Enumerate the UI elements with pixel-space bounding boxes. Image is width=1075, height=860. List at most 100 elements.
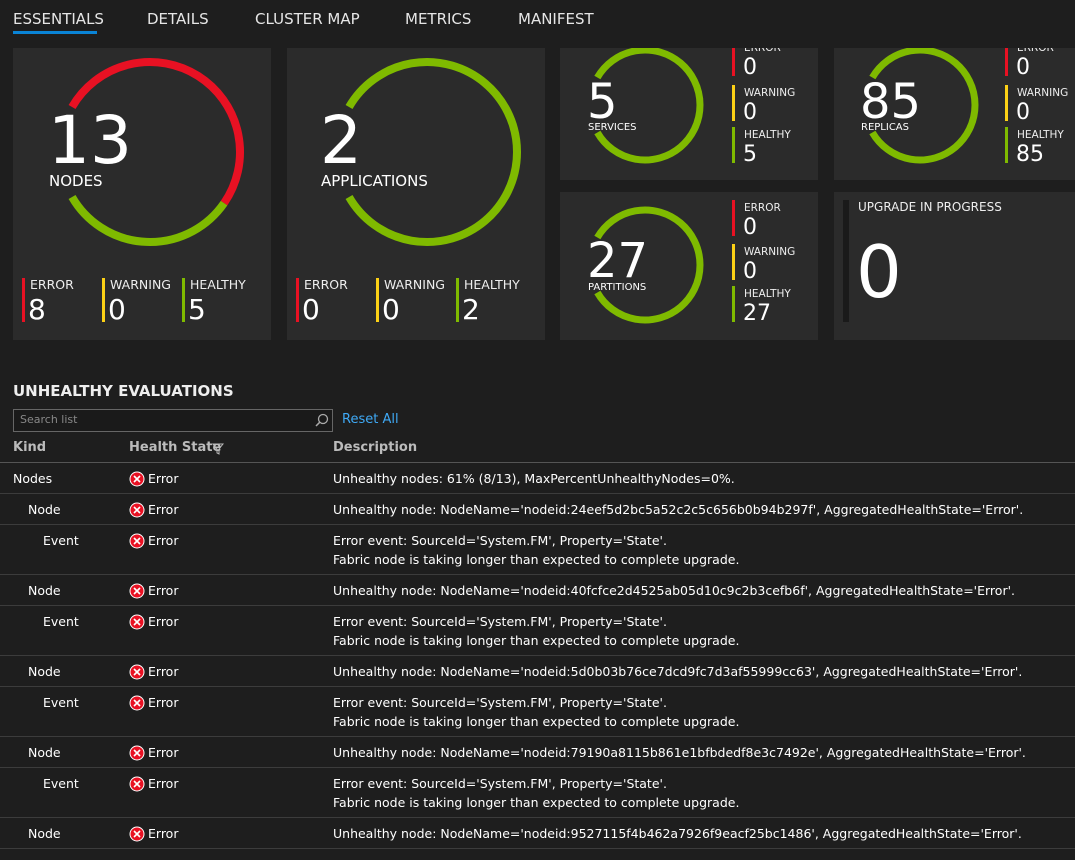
- counter-label: HEALTHY: [190, 277, 246, 292]
- health-state: Error: [148, 826, 179, 841]
- kind-cell: Event: [43, 776, 79, 791]
- tile-label: REPLICAS: [861, 122, 909, 133]
- kind-cell: Node: [28, 745, 61, 760]
- counter-value: 0: [108, 293, 126, 326]
- counter-value: 2: [462, 293, 480, 326]
- counter-label: WARNING: [744, 246, 795, 258]
- gauge-arc: [594, 206, 704, 324]
- icon-x: [133, 830, 141, 838]
- health-state: Error: [148, 502, 179, 517]
- funnel: [212, 443, 224, 455]
- kind-cell: Node: [28, 583, 61, 598]
- row-divider: [0, 655, 1075, 656]
- counter-bar: [182, 278, 185, 322]
- counter-value: 5: [188, 293, 206, 326]
- counter-value: 0: [743, 215, 757, 240]
- tile-count: 5: [587, 74, 618, 130]
- tile-label: SERVICES: [588, 122, 637, 133]
- error-icon: [129, 695, 145, 711]
- gauge-arc: [68, 194, 228, 246]
- description-line: Unhealthy node: NodeName='nodeid:5d0b03b…: [333, 664, 1023, 679]
- counter-value: 0: [302, 293, 320, 326]
- counter-label: ERROR: [30, 277, 74, 292]
- counter-bar: [732, 286, 735, 322]
- tab[interactable]: DETAILS: [147, 10, 209, 28]
- tab[interactable]: CLUSTER MAP: [255, 10, 360, 28]
- kind-cell: Event: [43, 614, 79, 629]
- tab[interactable]: MANIFEST: [518, 10, 594, 28]
- essentials-tiles: 13NODESERROR8WARNING0HEALTHY52APPLICATIO…: [13, 42, 1075, 340]
- health-state: Error: [148, 614, 179, 629]
- search-box[interactable]: Search list: [13, 409, 333, 432]
- counter-bar: [376, 278, 379, 322]
- upgrade-label: UPGRADE IN PROGRESS: [858, 200, 1002, 214]
- icon-x: [133, 668, 141, 676]
- counter-value: 0: [1016, 100, 1030, 125]
- row-divider: [0, 686, 1075, 687]
- counter-bar: [732, 127, 735, 163]
- tile-count: 2: [320, 102, 362, 179]
- tile-count: 13: [48, 102, 132, 179]
- reset-all-link[interactable]: Reset All: [342, 412, 399, 427]
- tab[interactable]: ESSENTIALS: [13, 10, 104, 28]
- counter-value: 0: [382, 293, 400, 326]
- tile-label: PARTITIONS: [588, 282, 646, 293]
- counter-label: HEALTHY: [1017, 129, 1064, 141]
- gauge-arc: [594, 48, 704, 164]
- counter-bar: [732, 85, 735, 121]
- counter-label: ERROR: [1017, 42, 1054, 54]
- error-icon: [129, 533, 145, 549]
- tile-count: 85: [860, 74, 921, 130]
- search-placeholder: Search list: [20, 413, 78, 426]
- error-icon: [129, 664, 145, 680]
- tile-count: 27: [587, 233, 648, 289]
- counter-value: 0: [743, 100, 757, 125]
- filter-icon: [212, 443, 224, 455]
- counter-value: 0: [1016, 55, 1030, 80]
- counter-bar: [102, 278, 105, 322]
- upgrade-bar: [843, 200, 849, 322]
- counter-bar: [1005, 127, 1008, 163]
- counter-label: ERROR: [304, 277, 348, 292]
- counter-value: 8: [28, 293, 46, 326]
- health-state: Error: [148, 583, 179, 598]
- header-rule: [0, 462, 1075, 463]
- counter-label: WARNING: [110, 277, 171, 292]
- counter-bar: [732, 200, 735, 236]
- counter-label: HEALTHY: [744, 129, 791, 141]
- tile-background: [560, 192, 818, 340]
- error-icon: [129, 614, 145, 630]
- counter-value: 5: [743, 142, 757, 167]
- description-line: Fabric node is taking longer than expect…: [333, 714, 740, 729]
- row-divider: [0, 493, 1075, 494]
- row-divider: [0, 574, 1075, 575]
- icon-x: [133, 618, 141, 626]
- counter-bar: [296, 278, 299, 322]
- active-tab-underline: [13, 31, 97, 34]
- kind-cell: Event: [43, 533, 79, 548]
- row-divider: [0, 767, 1075, 768]
- counter-bar: [22, 278, 25, 322]
- description-line: Unhealthy node: NodeName='nodeid:9527115…: [333, 826, 1022, 841]
- description-line: Error event: SourceId='System.FM', Prope…: [333, 695, 667, 710]
- counter-bar: [1005, 48, 1008, 76]
- health-state: Error: [148, 745, 179, 760]
- row-divider: [0, 817, 1075, 818]
- counter-label: WARNING: [384, 277, 445, 292]
- description-line: Unhealthy node: NodeName='nodeid:79190a8…: [333, 745, 1026, 760]
- gauge-arc: [345, 58, 521, 246]
- tab[interactable]: METRICS: [405, 10, 472, 28]
- counter-value: 0: [743, 259, 757, 284]
- icon-x: [133, 506, 141, 514]
- health-state: Error: [148, 695, 179, 710]
- row-divider: [0, 605, 1075, 606]
- description-line: Unhealthy node: NodeName='nodeid:24eef5d…: [333, 502, 1024, 517]
- counter-bar: [732, 244, 735, 280]
- upgrade-count: 0: [856, 230, 902, 314]
- description-line: Fabric node is taking longer than expect…: [333, 552, 740, 567]
- column-header: Health State: [129, 440, 222, 455]
